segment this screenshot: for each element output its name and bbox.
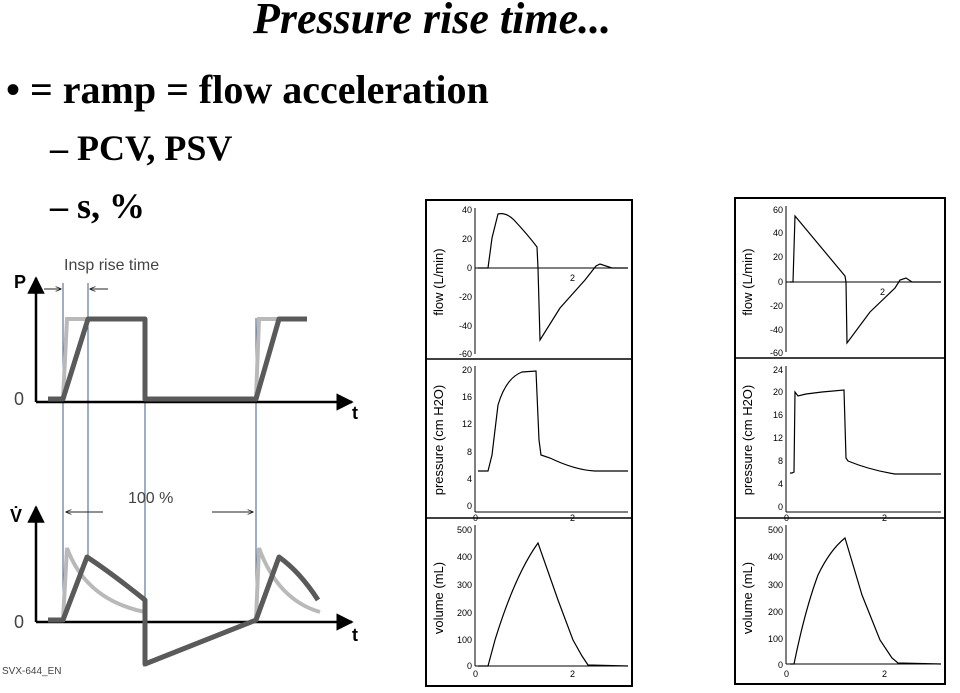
recording-left: flow (L/min) 40 20 0 -20 -40 -60 2 press… [425,199,633,687]
flow-ytick: -40 [770,325,783,335]
sub-bullet-modes: – PCV, PSV [50,128,233,168]
volume-ytick: 400 [457,552,472,562]
flow-t-label: t [352,625,358,645]
volume-ytick: 100 [768,634,783,644]
volume-ytick: 400 [768,552,783,562]
pressure-ylabel: pressure (cm H2O) [431,385,446,496]
volume-ytick: 200 [457,608,472,618]
flow-ytick: -40 [459,321,472,331]
pressure-trace [790,389,941,475]
pressure-xtick: 0 [473,513,478,523]
flow-ytick: 40 [462,205,472,215]
pressure-ytick: 20 [773,387,783,397]
pressure-ytick: 12 [773,433,783,443]
flow-ytick: 20 [773,252,783,262]
pressure-zero-label: 0 [14,389,24,409]
rise-time-label: Insp rise time [64,257,159,274]
pressure-ylabel: pressure (cm H2O) [740,385,755,496]
volume-xtick: 0 [473,669,478,679]
guide-lines [62,283,257,622]
flow-axis-label: V̇ [10,505,22,526]
flow-ytick: -20 [459,292,472,302]
recording-right-frame [734,197,946,685]
flow-ylabel: flow (L/min) [740,248,755,315]
sub-bullet-units: – s, % [50,186,146,226]
pressure-xtick: 2 [882,513,887,523]
pressure-ytick: 24 [773,365,783,375]
volume-ytick: 0 [467,661,472,671]
recording-right: flow (L/min) 60 40 20 0 -20 -40 -60 2 pr… [734,197,946,685]
slide-title: Pressure rise time... [253,0,612,43]
flow-ytick: 60 [773,205,783,215]
volume-ylabel: volume (mL) [740,562,755,634]
volume-ytick: 100 [457,635,472,645]
flow-ytick: 0 [778,277,783,287]
flow-ylabel: flow (L/min) [431,248,446,315]
flow-ytick: 0 [467,263,472,273]
flow-zero-label: 0 [14,612,24,632]
volume-xtick: 2 [570,669,575,679]
pressure-ytick: 12 [462,419,472,429]
pressure-ytick: 16 [773,410,783,420]
bullet-ramp: • = ramp = flow acceleration [6,67,489,112]
volume-ytick: 500 [457,525,472,535]
pressure-ytick: 4 [778,479,783,489]
pressure-trace [478,370,628,472]
flow-ytick: -60 [770,348,783,358]
pressure-ytick: 8 [778,456,783,466]
flow-ytick: 20 [462,234,472,244]
volume-xtick: 2 [882,669,887,679]
flow-xtick: 2 [570,273,575,283]
schematic-diagram: P 0 t Insp rise time V̇ 0 t 100 % SVX-64… [2,257,358,677]
pressure-curve-slow [48,316,307,402]
recording-left-frame [425,199,633,687]
pressure-ytick: 20 [462,365,472,375]
pressure-xtick: 2 [570,513,575,523]
pressure-ytick: 0 [467,501,472,511]
flow-curve-slow [48,554,321,667]
flow-ytick: -20 [770,301,783,311]
pressure-t-label: t [352,403,358,423]
volume-ylabel: volume (mL) [431,562,446,634]
pressure-ytick: 16 [462,392,472,402]
pressure-ytick: 4 [467,474,472,484]
pressure-ytick: 8 [467,447,472,457]
flow-trace [478,213,628,343]
volume-trace [478,541,629,667]
volume-ytick: 300 [457,580,472,590]
pressure-axis-label: P [14,272,26,292]
volume-ytick: 200 [768,607,783,617]
cycle-percent-label: 100 % [128,490,173,507]
figure-code: SVX-644_EN [2,666,61,677]
volume-ytick: 300 [768,580,783,590]
pressure-ytick: 0 [778,502,783,512]
flow-trace [790,214,941,345]
volume-trace [790,536,942,665]
flow-ytick: 40 [773,228,783,238]
pressure-xtick: 0 [784,513,789,523]
flow-ytick: -60 [459,349,472,359]
volume-ytick: 0 [778,660,783,670]
flow-xtick: 2 [880,287,885,297]
volume-xtick: 0 [784,669,789,679]
volume-ytick: 500 [768,525,783,535]
